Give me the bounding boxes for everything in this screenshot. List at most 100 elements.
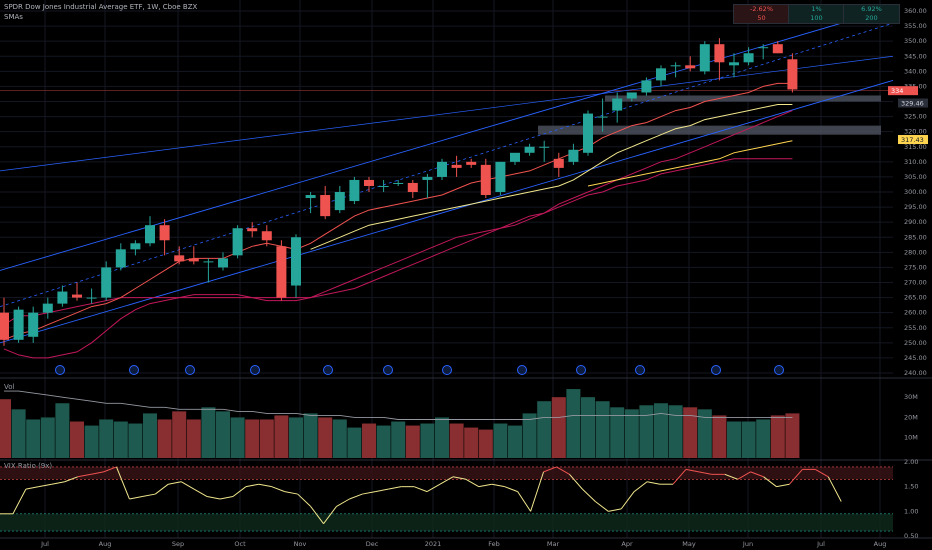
time-axis: Jul Aug Sep Oct Nov Dec 2021 Feb Mar Apr May Jun Jul… [40, 540, 886, 548]
volume-bar [639, 405, 654, 458]
candle [276, 240, 287, 301]
volume-bar [391, 421, 406, 458]
candle-body [743, 53, 754, 63]
volume-bar [654, 403, 668, 458]
volume-bar [610, 407, 625, 458]
candle [466, 158, 477, 168]
candle [729, 53, 739, 78]
candle [145, 216, 155, 247]
volume-bar [347, 427, 362, 458]
candle [524, 143, 535, 156]
volume-bar [756, 419, 771, 458]
candle-body [495, 161, 506, 193]
price-tick-label: 350.00 [904, 37, 927, 45]
vix-line-segment [504, 486, 518, 493]
candle [612, 92, 623, 123]
sma-200-line [3, 110, 793, 359]
candle [787, 53, 798, 93]
volume-bar [668, 405, 683, 458]
candle [101, 261, 112, 301]
sma-stat-period: 200 [865, 14, 878, 22]
volume-bar [318, 417, 333, 458]
volume-bar [11, 409, 26, 458]
support-zone [538, 125, 881, 135]
vix-line-segment [698, 471, 712, 475]
candle-body [656, 68, 666, 81]
volume-bar [245, 419, 260, 458]
vix-line-segment [672, 469, 687, 485]
sma-a-price-tag: 329.46 [898, 98, 928, 108]
price-tick-label: 250.00 [904, 339, 927, 347]
candle-body [539, 146, 550, 148]
sma-b-price-tag: 317.43 [898, 135, 928, 145]
price-tick-label: 280.00 [904, 248, 927, 256]
candle [743, 47, 754, 66]
vix-line-segment [310, 506, 324, 524]
price-tick-label: 355.00 [904, 22, 927, 30]
candle [480, 158, 491, 199]
candle-body [203, 261, 214, 263]
candle-body [787, 59, 798, 90]
volume-tick-label: 10M [904, 434, 918, 442]
volume-bar [435, 417, 449, 458]
time-tick-label: Jul [40, 540, 49, 548]
sma-stat-period: 50 [757, 14, 766, 22]
volume-label: Vol [4, 383, 15, 391]
candle-body [758, 47, 769, 49]
vix-line-segment [517, 491, 532, 512]
sma-stat-50: -2.62% 50 [733, 4, 790, 24]
candle [699, 41, 710, 75]
volume-bar [508, 425, 522, 458]
candle [130, 240, 141, 256]
vix-line-segment [323, 506, 337, 524]
volume-bar [143, 413, 157, 458]
candle-body [480, 164, 491, 196]
volume-bar [537, 401, 552, 458]
candle-body [407, 182, 418, 193]
candle-body [232, 228, 243, 256]
earnings-icon [185, 365, 195, 375]
price-tick-label: 340.00 [904, 67, 927, 75]
candle [188, 246, 199, 265]
volume-bar [84, 425, 99, 458]
candle [772, 41, 783, 54]
volume-bar [785, 413, 800, 458]
price-tick-label: 255.00 [904, 324, 927, 332]
earnings-circle [323, 365, 333, 375]
candle [437, 158, 447, 180]
earnings-circle [774, 365, 784, 375]
time-tick-label: Jul [816, 540, 825, 548]
vix-line-segment [827, 476, 842, 502]
vix-line-segment [336, 498, 350, 507]
time-tick-label: Feb [488, 540, 500, 548]
time-tick-label: 2021 [425, 540, 442, 548]
vix-line-segment [815, 468, 829, 478]
candle-body [568, 149, 579, 162]
earnings-icon [383, 365, 393, 375]
earnings-circle [55, 365, 65, 375]
volume-bar [26, 419, 41, 458]
candle-body [510, 152, 520, 162]
time-tick-label: Sep [172, 540, 184, 548]
volume-tick-label: 20M [904, 413, 918, 421]
earnings-icon [250, 365, 260, 375]
candle-body [364, 179, 374, 186]
earnings-icon [635, 365, 645, 375]
vix-line-segment [452, 476, 467, 480]
volume-bar [405, 425, 420, 458]
volume-bar [55, 403, 70, 458]
volume-bar [128, 423, 143, 458]
candle-body [291, 237, 301, 286]
earnings-icon [55, 365, 65, 375]
price-tick-label: 315.00 [904, 143, 927, 151]
volume-bar [624, 409, 639, 458]
time-tick-label: Oct [234, 540, 246, 548]
volume-bar [420, 423, 435, 458]
sma-stat-change: 6.92% [861, 5, 882, 13]
vix-line-segment [426, 483, 441, 493]
vix-line-segment [737, 471, 751, 480]
candle-body [218, 258, 228, 268]
price-tags: 334 329.46 317.43 [888, 86, 928, 145]
volume-bar [478, 429, 493, 458]
